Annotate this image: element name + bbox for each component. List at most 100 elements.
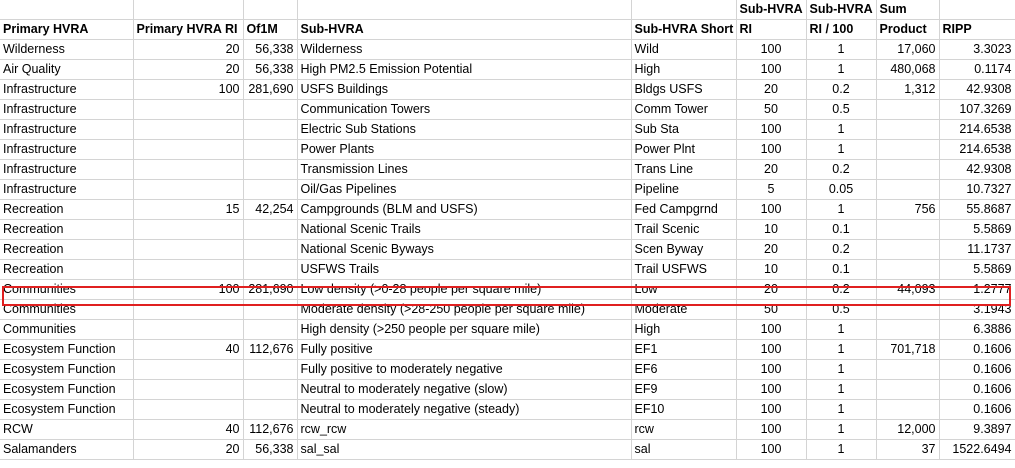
cell-sub-hvra-ri-100[interactable]: 1 [806, 199, 877, 220]
cell-primary-hvra-ri[interactable] [133, 139, 244, 160]
cell-sum-product[interactable] [876, 319, 940, 340]
cell-sub-hvra-ri[interactable]: 10 [736, 219, 807, 240]
cell-ripp[interactable]: 55.8687 [939, 199, 1015, 220]
cell-sub-hvra-ri[interactable]: 20 [736, 279, 807, 300]
cell-sum-product[interactable]: 701,718 [876, 339, 940, 360]
cell-sub-hvra[interactable]: Power Plants [297, 139, 632, 160]
cell-primary-hvra-ri[interactable] [133, 379, 244, 400]
cell-sub-hvra-ri-100[interactable]: 0.5 [806, 99, 877, 120]
cell-sub-hvra-short[interactable]: Wild [631, 39, 737, 60]
cell-primary-hvra-ri[interactable]: 40 [133, 339, 244, 360]
cell-sub-hvra-ri[interactable]: 100 [736, 59, 807, 80]
cell-primary-hvra[interactable]: Infrastructure [0, 99, 134, 120]
cell-sum-product[interactable] [876, 259, 940, 280]
cell-sub-hvra-short[interactable]: EF1 [631, 339, 737, 360]
cell-primary-hvra[interactable]: Salamanders [0, 439, 134, 460]
cell-of1m[interactable] [243, 239, 298, 260]
cell-sub-hvra-ri-100[interactable]: 1 [806, 339, 877, 360]
cell-sub-hvra[interactable]: USFWS Trails [297, 259, 632, 280]
cell-sum-product[interactable] [876, 239, 940, 260]
cell-primary-hvra[interactable]: Air Quality [0, 59, 134, 80]
cell-of1m[interactable] [243, 319, 298, 340]
cell-sub-hvra[interactable]: Campgrounds (BLM and USFS) [297, 199, 632, 220]
cell-sum-product[interactable] [876, 399, 940, 420]
cell-sum-product[interactable]: 17,060 [876, 39, 940, 60]
cell-sub-hvra[interactable]: USFS Buildings [297, 79, 632, 100]
cell-sub-hvra[interactable]: National Scenic Trails [297, 219, 632, 240]
cell-ripp[interactable]: 11.1737 [939, 239, 1015, 260]
cell-primary-hvra[interactable]: Primary HVRA [0, 19, 134, 40]
cell-primary-hvra-ri[interactable] [133, 259, 244, 280]
cell-sub-hvra[interactable]: National Scenic Byways [297, 239, 632, 260]
cell-sum-product[interactable] [876, 179, 940, 200]
cell-sub-hvra-ri-100[interactable]: 0.2 [806, 239, 877, 260]
cell-sub-hvra-short[interactable]: sal [631, 439, 737, 460]
cell-of1m[interactable] [243, 159, 298, 180]
cell-sub-hvra-ri-100[interactable]: 1 [806, 319, 877, 340]
cell-ripp[interactable]: 1.2777 [939, 279, 1015, 300]
cell-sum-product[interactable] [876, 119, 940, 140]
cell-sub-hvra-ri-100[interactable]: 0.1 [806, 219, 877, 240]
cell-sub-hvra-short[interactable]: Sub-HVRA Short [631, 19, 737, 40]
cell-primary-hvra-ri[interactable]: 15 [133, 199, 244, 220]
cell-sub-hvra-ri[interactable]: 100 [736, 319, 807, 340]
cell-sum-product[interactable]: 12,000 [876, 419, 940, 440]
cell-primary-hvra-ri[interactable] [133, 399, 244, 420]
cell-of1m[interactable] [243, 379, 298, 400]
cell-primary-hvra-ri[interactable]: 40 [133, 419, 244, 440]
cell-primary-hvra-ri[interactable]: 20 [133, 39, 244, 60]
cell-ripp[interactable]: RIPP [939, 19, 1015, 40]
cell-of1m[interactable]: 42,254 [243, 199, 298, 220]
cell-of1m[interactable]: 56,338 [243, 59, 298, 80]
cell-of1m[interactable] [243, 359, 298, 380]
cell-sub-hvra-ri[interactable]: 20 [736, 239, 807, 260]
cell-sub-hvra-short[interactable]: Moderate [631, 299, 737, 320]
cell-sub-hvra[interactable]: Fully positive to moderately negative [297, 359, 632, 380]
cell-sub-hvra-short[interactable]: EF10 [631, 399, 737, 420]
cell-sum-product[interactable] [876, 359, 940, 380]
cell-sub-hvra[interactable]: Sub-HVRA [297, 19, 632, 40]
cell-sub-hvra-ri-100[interactable]: RI / 100 [806, 19, 877, 40]
cell-ripp[interactable]: 9.3897 [939, 419, 1015, 440]
cell-sum-product[interactable]: 480,068 [876, 59, 940, 80]
cell-sub-hvra[interactable]: Wilderness [297, 39, 632, 60]
cell-sub-hvra[interactable]: Fully positive [297, 339, 632, 360]
cell-primary-hvra-ri[interactable]: 100 [133, 79, 244, 100]
cell-sub-hvra[interactable]: Neutral to moderately negative (steady) [297, 399, 632, 420]
cell-sub-hvra-short[interactable]: Fed Campgrnd [631, 199, 737, 220]
cell-sub-hvra-short[interactable]: High [631, 59, 737, 80]
cell-primary-hvra-ri[interactable]: 20 [133, 439, 244, 460]
cell-primary-hvra[interactable]: Ecosystem Function [0, 339, 134, 360]
cell-sub-hvra-ri-100[interactable]: 0.2 [806, 279, 877, 300]
cell-sub-hvra-ri-100[interactable]: 0.5 [806, 299, 877, 320]
cell-sub-hvra-ri-100[interactable]: 1 [806, 359, 877, 380]
cell-primary-hvra[interactable]: Infrastructure [0, 179, 134, 200]
cell-sum-product[interactable]: 756 [876, 199, 940, 220]
cell-sub-hvra-ri[interactable]: 100 [736, 359, 807, 380]
cell-sum-product[interactable]: Sum [876, 0, 940, 20]
cell-sum-product[interactable]: 1,312 [876, 79, 940, 100]
cell-ripp[interactable]: 0.1174 [939, 59, 1015, 80]
cell-ripp[interactable]: 3.3023 [939, 39, 1015, 60]
cell-sub-hvra-ri[interactable]: 100 [736, 339, 807, 360]
cell-of1m[interactable] [243, 0, 298, 20]
cell-of1m[interactable] [243, 299, 298, 320]
cell-sum-product[interactable] [876, 99, 940, 120]
cell-sub-hvra[interactable]: Communication Towers [297, 99, 632, 120]
cell-of1m[interactable]: 56,338 [243, 39, 298, 60]
cell-primary-hvra[interactable]: Infrastructure [0, 119, 134, 140]
cell-sub-hvra-ri[interactable]: 20 [736, 159, 807, 180]
cell-sub-hvra-short[interactable]: Pipeline [631, 179, 737, 200]
cell-sub-hvra[interactable]: rcw_rcw [297, 419, 632, 440]
cell-sum-product[interactable] [876, 139, 940, 160]
cell-sub-hvra-ri[interactable]: RI [736, 19, 807, 40]
cell-primary-hvra[interactable]: Recreation [0, 219, 134, 240]
cell-primary-hvra-ri[interactable] [133, 359, 244, 380]
cell-primary-hvra[interactable]: Communities [0, 319, 134, 340]
cell-sub-hvra-ri-100[interactable]: Sub-HVRA [806, 0, 877, 20]
cell-sub-hvra-ri[interactable]: 100 [736, 39, 807, 60]
cell-sub-hvra-short[interactable]: Low [631, 279, 737, 300]
cell-sum-product[interactable] [876, 219, 940, 240]
cell-primary-hvra[interactable]: Infrastructure [0, 79, 134, 100]
cell-sub-hvra-ri-100[interactable]: 0.05 [806, 179, 877, 200]
